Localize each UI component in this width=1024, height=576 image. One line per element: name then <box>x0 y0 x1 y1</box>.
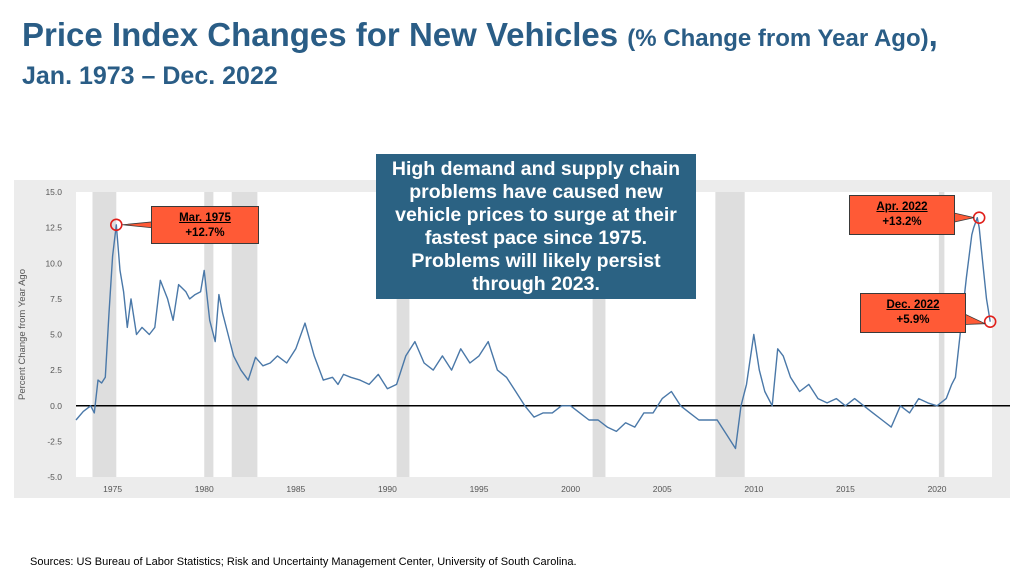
highlight-marker <box>983 315 997 328</box>
annotation-date: Mar. 1975 <box>179 212 231 224</box>
x-tick-label: 2000 <box>561 484 580 494</box>
source-note: Sources: US Bureau of Labor Statistics; … <box>30 556 577 568</box>
annotation-value: +13.2% <box>882 216 922 228</box>
title-subtitle: (% Change from Year Ago) <box>627 25 929 52</box>
y-tick-label: 15.0 <box>45 187 62 197</box>
annotation-dec-2022: Dec. 2022 +5.9% <box>860 293 966 333</box>
recession-band <box>92 192 117 477</box>
x-tick-label: 2015 <box>836 484 855 494</box>
title-date-range: Jan. 1973 – Dec. 2022 <box>22 62 278 90</box>
y-tick-label: 0.0 <box>50 401 62 411</box>
x-tick-label: 2020 <box>928 484 947 494</box>
annotation-mar-1975: Mar. 1975 +12.7% <box>151 206 259 244</box>
x-tick-label: 1990 <box>378 484 397 494</box>
y-tick-label: -2.5 <box>47 436 62 446</box>
y-tick-label: 5.0 <box>50 330 62 340</box>
highlight-marker <box>110 218 123 232</box>
x-tick-label: 2005 <box>653 484 672 494</box>
x-tick-label: 1995 <box>470 484 489 494</box>
annotation-date: Dec. 2022 <box>886 299 940 311</box>
title-comma: , <box>928 16 938 53</box>
recession-band <box>204 192 214 477</box>
annotation-value: +5.9% <box>896 314 930 326</box>
series-line <box>75 217 991 450</box>
x-tick-label: 1985 <box>286 484 305 494</box>
y-tick-label: 7.5 <box>50 294 62 304</box>
x-tick-label: 1980 <box>195 484 214 494</box>
recession-band <box>938 192 945 477</box>
recession-band <box>715 192 745 477</box>
annotation-value: +12.7% <box>185 227 225 239</box>
callout-box: High demand and supply chain problems ha… <box>376 154 696 299</box>
y-axis-label: Percent Change from Year Ago <box>17 269 28 400</box>
annotation-apr-2022: Apr. 2022 +13.2% <box>849 195 955 235</box>
y-tick-label: 10.0 <box>45 258 62 268</box>
x-tick-label: 2010 <box>744 484 763 494</box>
y-tick-label: 12.5 <box>45 223 62 233</box>
title-main: Price Index Changes for New Vehicles <box>22 16 619 53</box>
x-tick-label: 1975 <box>103 484 122 494</box>
y-tick-label: -5.0 <box>47 472 62 482</box>
page-title: Price Index Changes for New Vehicles (% … <box>22 18 938 93</box>
y-tick-label: 2.5 <box>50 365 62 375</box>
annotation-date: Apr. 2022 <box>876 201 928 213</box>
